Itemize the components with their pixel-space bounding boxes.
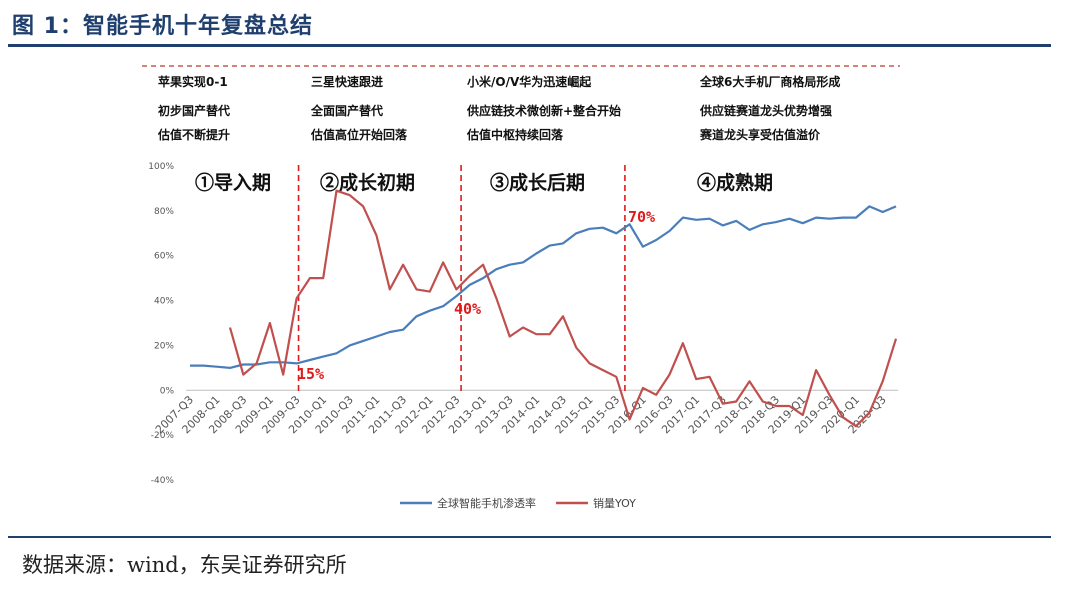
stage-dividers <box>297 165 626 392</box>
phase-3-line-3: 估值中枢持续回落 <box>466 127 564 142</box>
y-tick-label: 80% <box>154 207 174 217</box>
top-rule <box>8 44 1051 47</box>
yoy-series-line <box>228 189 898 428</box>
y-tick-label: 20% <box>154 341 174 351</box>
phase-4-line-2: 供应链赛道龙头优势增强 <box>699 103 832 118</box>
phase-2-line-1: 三星快速跟进 <box>311 74 383 89</box>
phase-4-line-1: 全球6大手机厂商格局形成 <box>699 74 840 89</box>
penetration-series-line <box>190 205 897 369</box>
y-tick-label: 40% <box>154 297 174 307</box>
phase-4-line-3: 赛道龙头享受估值溢价 <box>699 127 821 142</box>
stage-title-3: ③成长后期 <box>490 171 585 194</box>
y-tick-label: 60% <box>154 252 174 262</box>
phase-2-line-2: 全面国产替代 <box>310 103 383 118</box>
stage-title-1: ①导入期 <box>195 171 271 194</box>
phase-2-line-3: 估值高位开始回落 <box>310 127 408 142</box>
annotations: 15% 40% 70% <box>297 208 655 383</box>
phase-1-line-2: 初步国产替代 <box>158 103 230 118</box>
legend-yoy-label: 销量YOY <box>593 496 636 510</box>
y-tick-label: -40% <box>151 476 175 486</box>
stage-title-4: ④成熟期 <box>697 171 773 194</box>
y-tick-label: 100% <box>148 162 174 172</box>
x-axis-ticks: 2007-Q32008-Q12008-Q32009-Q12009-Q32010-… <box>153 393 889 436</box>
y-axis-ticks: 100% 80% 60% 40% 20% 0% -20% -40% <box>148 162 174 486</box>
phase-3-line-1: 小米/O/V华为迅速崛起 <box>467 74 592 89</box>
y-tick-label: 0% <box>160 386 175 396</box>
annotation-1: 15% <box>297 365 324 383</box>
legend-penetration-label: 全球智能手机渗透率 <box>437 496 536 510</box>
legend: 全球智能手机渗透率 销量YOY <box>400 496 636 510</box>
y-tick-label: -20% <box>151 431 175 441</box>
annotation-3: 70% <box>628 208 655 226</box>
source-note: 数据来源：wind，东吴证券研究所 <box>22 553 347 577</box>
phase-3-line-2: 供应链技术微创新+整合开始 <box>466 103 621 118</box>
stage-titles: ①导入期 ②成长初期 ③成长后期 ④成熟期 <box>195 171 773 194</box>
figure-title: 图 1：智能手机十年复盘总结 <box>12 14 313 39</box>
phase-1-line-1: 苹果实现0-1 <box>158 74 228 89</box>
stage-title-2: ②成长初期 <box>320 171 415 194</box>
annotation-2: 40% <box>454 300 481 318</box>
bottom-rule <box>8 536 1051 538</box>
phase-1-line-3: 估值不断提升 <box>157 127 230 142</box>
